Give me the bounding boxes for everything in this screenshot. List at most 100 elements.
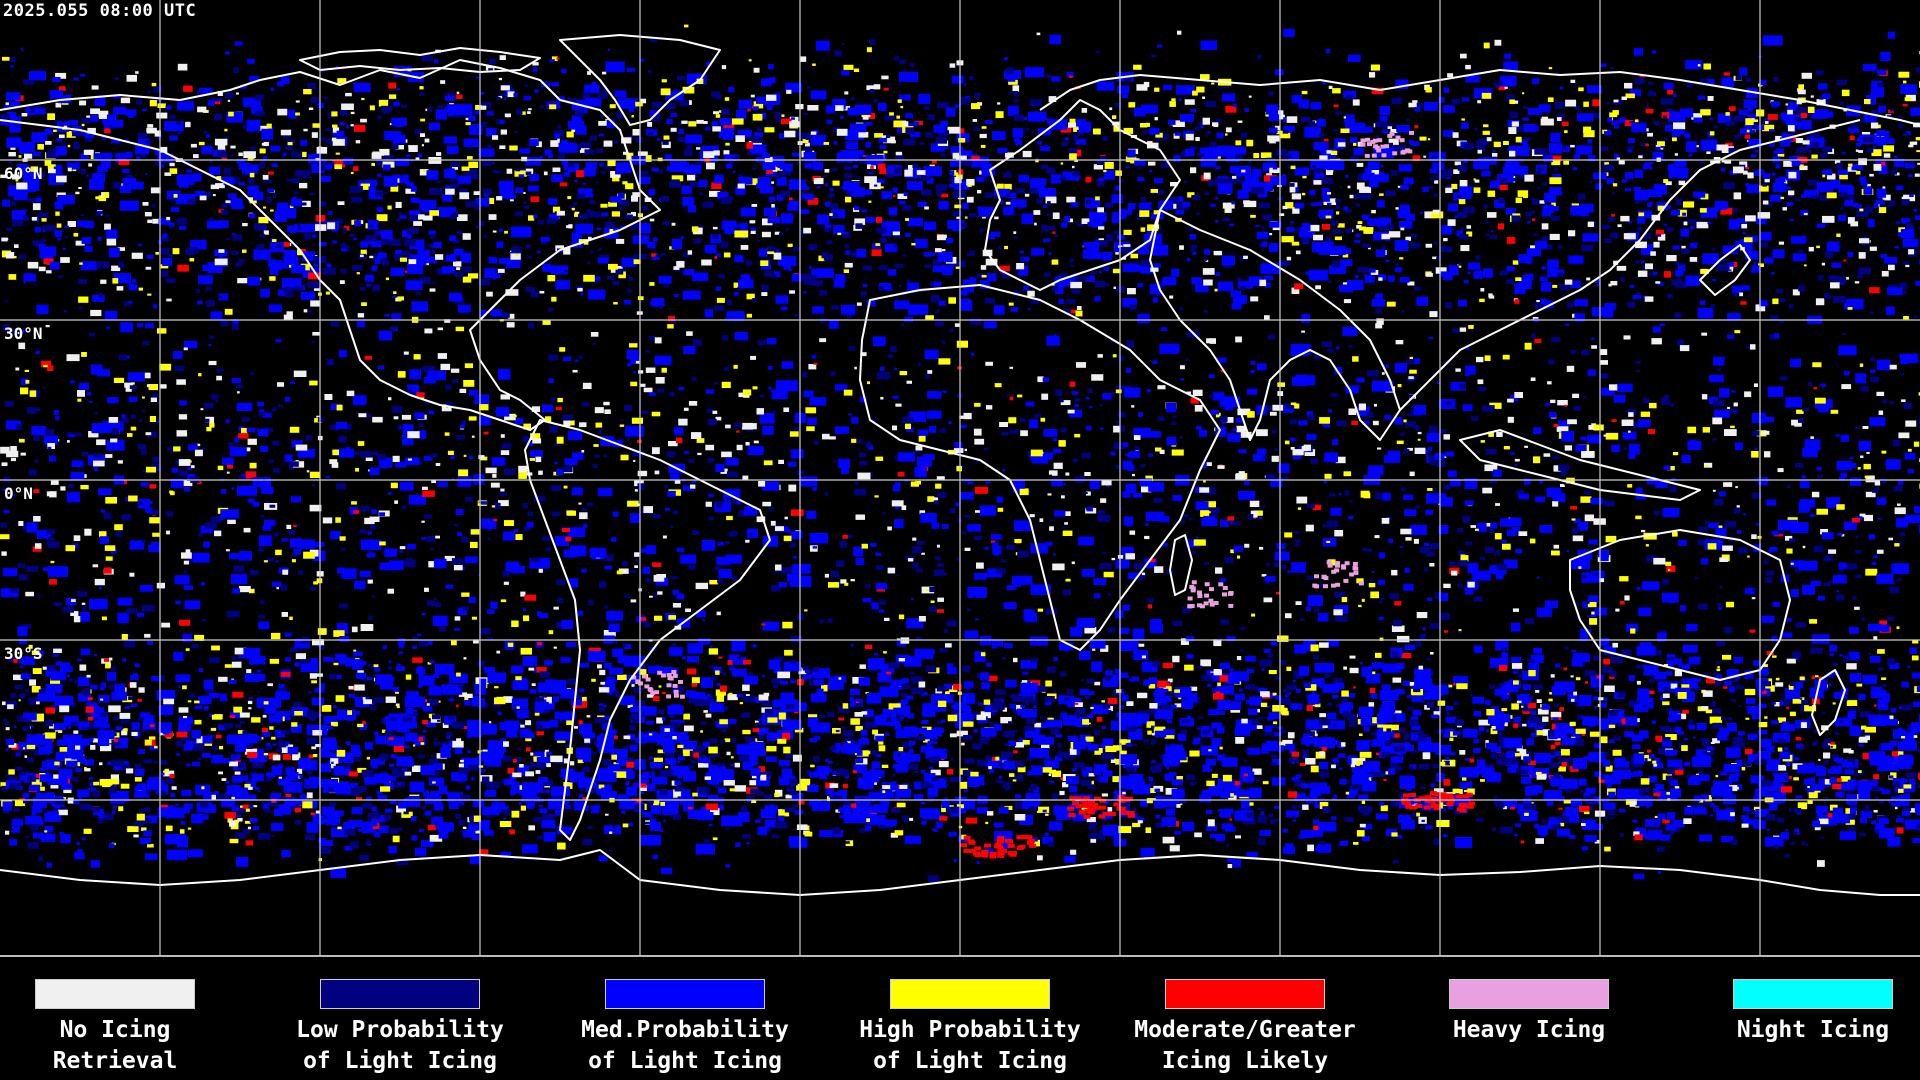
icing-pixel (207, 262, 223, 273)
icing-pixel (1723, 482, 1733, 487)
icing-pixel (376, 206, 383, 212)
icing-pixel (1884, 257, 1898, 264)
icing-pixel (479, 105, 487, 110)
icing-pixel (422, 490, 435, 497)
icing-pixel (1747, 107, 1753, 112)
icing-pixel (1106, 484, 1110, 488)
icing-pixel (1155, 189, 1164, 195)
icing-pixel (1872, 146, 1877, 149)
icing-pixel (1290, 221, 1294, 224)
icing-pixel (1446, 247, 1453, 253)
icing-pixel (716, 297, 725, 303)
icing-pixel (1539, 276, 1548, 282)
icing-pixel (487, 144, 492, 148)
icing-pixel (697, 225, 704, 229)
icing-pixel (750, 227, 756, 231)
icing-pixel (1463, 143, 1475, 150)
icing-pixel (1881, 161, 1886, 166)
icing-pixel (1904, 514, 1920, 524)
icing-pixel (29, 390, 37, 397)
icing-pixel (1413, 404, 1426, 415)
icing-pixel (1250, 296, 1259, 302)
icing-pixel (562, 414, 573, 421)
icing-pixel (1413, 538, 1419, 544)
icing-pixel (528, 185, 539, 192)
icing-pixel (887, 269, 897, 276)
icing-pixel (678, 129, 684, 134)
icing-pixel (1173, 155, 1181, 162)
icing-pixel (199, 195, 207, 201)
icing-pixel (654, 470, 660, 475)
icing-pixel (468, 416, 477, 421)
icing-pixel (1592, 99, 1601, 107)
icing-pixel (1195, 282, 1209, 293)
icing-pixel (655, 253, 658, 256)
icing-pixel (287, 225, 296, 233)
icing-pixel (149, 509, 159, 515)
icing-pixel (53, 119, 57, 123)
icing-pixel (1432, 155, 1436, 159)
icing-pixel (243, 151, 256, 158)
icing-pixel (1230, 146, 1247, 155)
icing-pixel (1677, 264, 1686, 272)
icing-pixel (757, 177, 771, 187)
icing-pixel (441, 266, 455, 274)
icing-pixel (1647, 91, 1657, 97)
icing-pixel (924, 264, 932, 268)
icing-pixel (325, 164, 332, 170)
icing-pixel (961, 290, 968, 296)
icing-pixel (834, 426, 849, 434)
icing-pixel (382, 259, 390, 266)
icing-pixel (465, 201, 477, 208)
icing-pixel (255, 94, 265, 101)
icing-pixel (1701, 332, 1708, 336)
icing-pixel (70, 471, 85, 480)
icing-pixel (514, 170, 527, 177)
icing-pixel (1896, 185, 1904, 191)
icing-pixel (1855, 149, 1859, 152)
icing-pixel (759, 186, 774, 194)
icing-pixel (1663, 160, 1667, 163)
icing-pixel (78, 296, 89, 303)
icing-pixel (505, 289, 519, 296)
icing-pixel (1301, 223, 1311, 232)
icing-pixel (1604, 162, 1609, 165)
icing-pixel (833, 278, 845, 288)
icing-pixel (1485, 234, 1490, 237)
icing-pixel (1788, 171, 1797, 179)
icing-pixel (1342, 282, 1348, 285)
icing-pixel (1733, 192, 1742, 200)
icing-pixel (455, 508, 464, 515)
icing-pixel (718, 110, 724, 113)
icing-pixel (39, 247, 54, 259)
icing-pixel (233, 67, 239, 73)
icing-pixel (1515, 197, 1522, 203)
icing-pixel (1504, 53, 1512, 59)
icing-pixel (20, 47, 24, 50)
icing-pixel (527, 256, 533, 259)
icing-pixel (1235, 154, 1244, 160)
icing-pixel (594, 407, 604, 414)
icing-pixel (1712, 248, 1716, 251)
icing-pixel (1326, 150, 1332, 154)
icing-pixel (467, 115, 476, 121)
icing-pixel (142, 372, 151, 379)
icing-pixel (1359, 226, 1366, 231)
icing-pixel (1269, 411, 1277, 416)
icing-pixel (270, 209, 274, 212)
icing-pixel (1282, 174, 1286, 178)
icing-pixel (899, 59, 907, 64)
icing-pixel (1323, 138, 1329, 142)
icing-pixel (575, 125, 587, 135)
icing-pixel (1841, 152, 1846, 155)
icing-pixel (859, 460, 868, 466)
icing-pixel (1905, 264, 1910, 268)
icing-pixel (527, 111, 531, 114)
icing-pixel (1122, 263, 1138, 273)
icing-pixel (1774, 333, 1779, 338)
icing-pixel (316, 415, 320, 418)
icing-pixel (670, 525, 674, 529)
icing-pixel (485, 197, 495, 204)
icing-pixel (828, 193, 836, 198)
icing-pixel (696, 147, 701, 150)
